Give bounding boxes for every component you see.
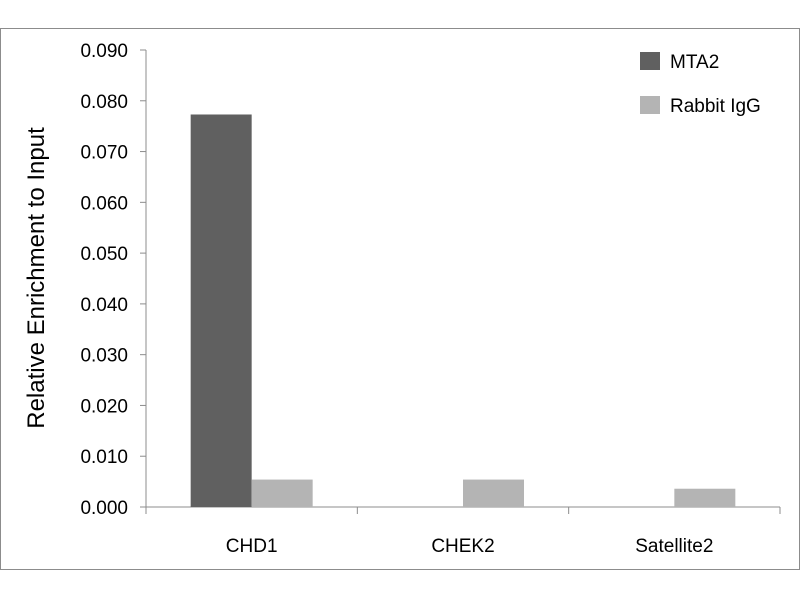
x-tick-label: CHEK2	[431, 536, 494, 557]
bar	[190, 114, 252, 507]
legend-label: MTA2	[670, 52, 719, 73]
y-tick-label: 0.000	[80, 498, 128, 519]
y-tick-label: 0.050	[80, 244, 128, 265]
x-tick-label: Satellite2	[635, 536, 713, 557]
y-tick-label: 0.030	[80, 346, 128, 367]
y-tick-label: 0.040	[80, 295, 128, 316]
legend-swatch	[640, 96, 660, 114]
y-axis-label: Relative Enrichment to Input	[23, 127, 50, 429]
y-tick-label: 0.090	[80, 41, 128, 62]
y-tick-label: 0.070	[80, 143, 128, 164]
legend-label: Rabbit IgG	[670, 96, 761, 117]
legend-swatch	[640, 52, 660, 70]
y-tick-label: 0.010	[80, 447, 128, 468]
bar	[251, 479, 313, 507]
y-axis: 0.000 0.010 0.020 0.030 0.040 0.050 0.060 0.070…	[80, 41, 147, 519]
x-tick-label: CHD1	[226, 536, 278, 557]
chart-border	[0, 28, 800, 570]
y-tick-label: 0.080	[80, 92, 128, 113]
legend: MTA2 Rabbit IgG	[640, 52, 761, 117]
bar	[674, 488, 736, 507]
bar	[463, 479, 524, 507]
y-tick-label: 0.020	[80, 396, 128, 417]
bars	[190, 114, 736, 507]
y-tick-label: 0.060	[80, 193, 128, 214]
